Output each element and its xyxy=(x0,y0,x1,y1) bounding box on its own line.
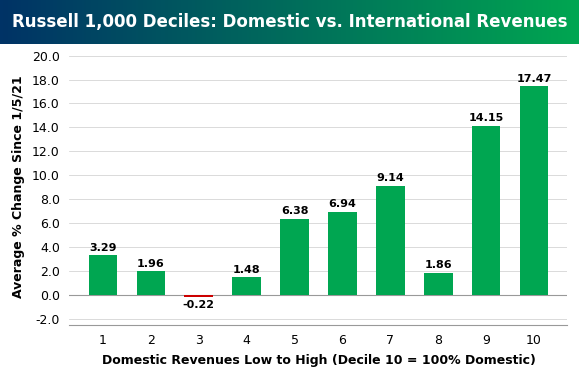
Text: 6.94: 6.94 xyxy=(328,199,356,209)
Text: 14.15: 14.15 xyxy=(468,113,504,123)
Text: 9.14: 9.14 xyxy=(376,173,404,183)
X-axis label: Domestic Revenues Low to High (Decile 10 = 100% Domestic): Domestic Revenues Low to High (Decile 10… xyxy=(101,354,536,367)
Text: 1.86: 1.86 xyxy=(424,260,452,270)
Bar xyxy=(280,219,309,295)
Text: 3.29: 3.29 xyxy=(89,243,117,253)
Bar xyxy=(89,256,118,295)
Bar xyxy=(424,273,453,295)
Bar xyxy=(472,126,500,295)
Bar xyxy=(184,295,213,298)
Text: -0.22: -0.22 xyxy=(183,300,215,311)
Bar xyxy=(137,271,165,295)
Bar xyxy=(519,86,548,295)
Text: 17.47: 17.47 xyxy=(516,73,552,84)
Text: 1.96: 1.96 xyxy=(137,259,165,269)
Text: Russell 1,000 Deciles: Domestic vs. International Revenues: Russell 1,000 Deciles: Domestic vs. Inte… xyxy=(12,13,567,31)
Bar xyxy=(376,186,405,295)
Y-axis label: Average % Change Since 1/5/21: Average % Change Since 1/5/21 xyxy=(12,76,25,298)
Text: 6.38: 6.38 xyxy=(281,206,308,216)
Bar xyxy=(328,212,357,295)
Text: 1.48: 1.48 xyxy=(233,265,261,275)
Bar xyxy=(232,277,261,295)
